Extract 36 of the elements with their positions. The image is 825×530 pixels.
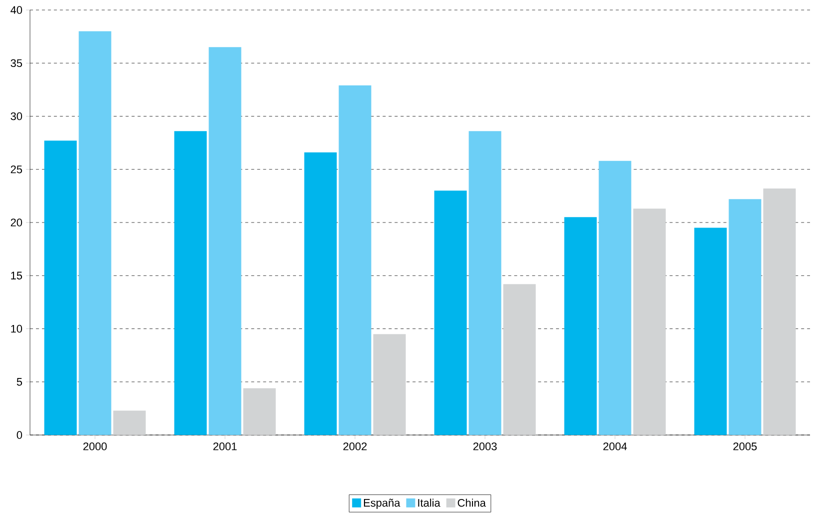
- y-tick-label: 30: [10, 112, 22, 120]
- bar: [763, 188, 796, 435]
- legend-label: China: [458, 498, 486, 507]
- y-tick-label: 15: [11, 272, 22, 280]
- bar: [338, 85, 372, 435]
- bar: [694, 228, 727, 435]
- x-tick-label: 2004: [603, 442, 627, 450]
- y-tick-label: 20: [10, 218, 22, 226]
- bar: [243, 388, 276, 435]
- x-tick-label: 2005: [733, 442, 757, 450]
- bar: [113, 410, 146, 435]
- bar: [598, 160, 632, 435]
- bar: [633, 208, 666, 435]
- x-tick-label: 2002: [343, 442, 367, 450]
- y-tick-label: 40: [10, 6, 22, 14]
- bar: [373, 334, 406, 435]
- y-tick-label: 0: [16, 431, 22, 439]
- y-tick-label: 35: [10, 59, 22, 67]
- x-tick-label: 2000: [83, 442, 107, 450]
- y-tick-label: 25: [10, 166, 22, 174]
- bar: [304, 152, 337, 435]
- bar: [503, 284, 536, 435]
- x-tick-label: 2001: [213, 442, 237, 450]
- bar: [78, 31, 112, 435]
- y-tick-label: 5: [16, 378, 22, 386]
- legend-label: España: [364, 498, 400, 509]
- bar: [468, 131, 502, 435]
- x-tick-label: 2003: [473, 442, 497, 450]
- bar: [434, 190, 467, 435]
- legend-label: Italia: [418, 498, 440, 507]
- bar: [208, 47, 242, 435]
- bar: [728, 199, 762, 435]
- bar: [44, 140, 77, 435]
- y-tick-label: 10: [11, 324, 22, 333]
- bar: [564, 217, 597, 435]
- bar: [174, 131, 207, 435]
